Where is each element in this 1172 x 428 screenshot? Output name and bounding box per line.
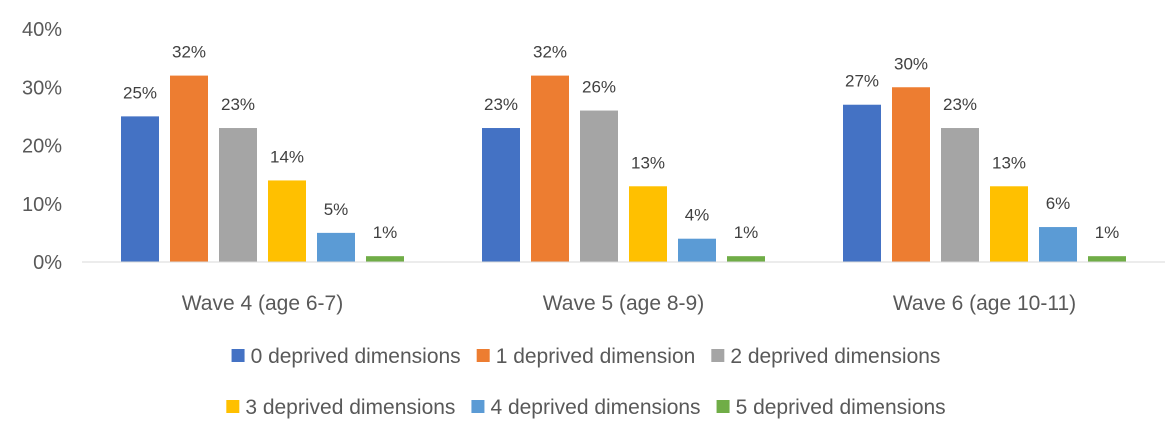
data-label: 13% (992, 153, 1026, 172)
data-label: 30% (894, 54, 928, 73)
bar (482, 128, 520, 262)
bar (727, 256, 765, 262)
bar (366, 256, 404, 262)
data-label: 25% (123, 83, 157, 102)
data-label: 6% (1046, 194, 1071, 213)
legend-item: 1 deprived dimension (476, 345, 696, 368)
bar (843, 104, 881, 262)
data-label: 4% (685, 206, 710, 225)
x-tick-label: Wave 5 (age 8-9) (543, 292, 704, 315)
legend-label: 1 deprived dimension (496, 345, 696, 368)
bar (1039, 227, 1077, 262)
data-label: 26% (582, 78, 616, 97)
data-label: 32% (172, 43, 206, 62)
legend-swatch (226, 400, 240, 413)
bar (678, 238, 716, 262)
legend-item: 5 deprived dimensions (716, 396, 946, 419)
y-tick-label: 10% (22, 194, 62, 216)
legend-swatch (471, 400, 485, 413)
data-label: 14% (270, 147, 304, 166)
y-tick-label: 20% (22, 136, 62, 158)
bar (531, 75, 569, 262)
y-tick-label: 0% (33, 252, 62, 274)
legend-label: 2 deprived dimensions (730, 345, 940, 368)
legend-swatch (711, 349, 725, 362)
legend-label: 4 deprived dimensions (490, 396, 700, 419)
legend-label: 3 deprived dimensions (245, 396, 455, 419)
bar (941, 128, 979, 262)
bar (268, 180, 306, 262)
y-tick-label: 40% (22, 19, 62, 41)
data-label: 5% (324, 200, 349, 219)
bar (629, 186, 667, 262)
legend-label: 5 deprived dimensions (736, 396, 946, 419)
legend-swatch (231, 349, 245, 362)
legend-swatch (476, 349, 490, 362)
bar (317, 232, 355, 262)
legend-swatch (716, 400, 730, 413)
x-tick-label: Wave 4 (age 6-7) (182, 292, 343, 315)
plot-area: 25% 32% 23% 14% 5% 1% 23% 32% 26% 13% 4% 1% 27% 30% 23… (121, 43, 1126, 262)
y-axis: 0% 10% 20% 30% 40% (22, 19, 62, 274)
data-label: 27% (845, 72, 879, 91)
data-label: 23% (221, 95, 255, 114)
data-label: 1% (734, 223, 759, 242)
data-label: 1% (373, 223, 398, 242)
x-axis: Wave 4 (age 6-7) Wave 5 (age 8-9) Wave 6 (… (182, 292, 1076, 315)
bar (170, 75, 208, 262)
bar (990, 186, 1028, 262)
legend: 0 deprived dimensions 1 deprived dimensio… (226, 345, 946, 419)
bar (121, 116, 159, 262)
data-label: 23% (484, 95, 518, 114)
legend-label: 0 deprived dimensions (251, 345, 461, 368)
bar (892, 87, 930, 262)
data-label: 32% (533, 43, 567, 62)
data-label: 23% (943, 95, 977, 114)
bar (219, 128, 257, 262)
legend-item: 2 deprived dimensions (711, 345, 940, 368)
legend-item: 4 deprived dimensions (471, 396, 701, 419)
y-tick-label: 30% (22, 77, 62, 99)
legend-item: 3 deprived dimensions (226, 396, 455, 419)
legend-item: 0 deprived dimensions (231, 345, 461, 368)
data-label: 13% (631, 153, 665, 172)
bar (1088, 256, 1126, 262)
data-label: 1% (1095, 223, 1120, 242)
bar (580, 110, 618, 262)
x-tick-label: Wave 6 (age 10-11) (893, 292, 1076, 315)
